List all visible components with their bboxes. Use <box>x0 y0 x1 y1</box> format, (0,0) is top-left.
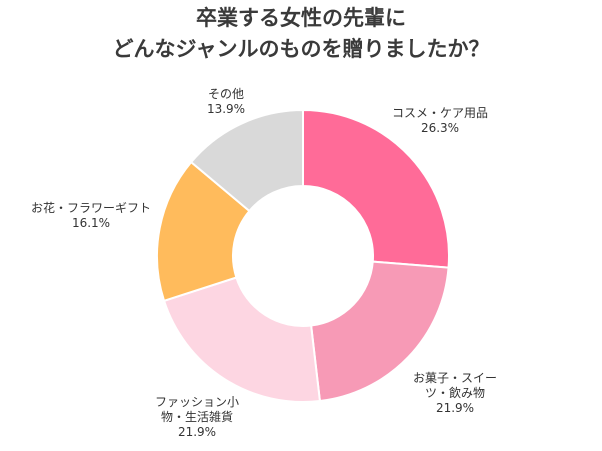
slice-value-label: 13.9% <box>206 102 246 116</box>
slice-label-flowers: お花・フラワーギフト 16.1% <box>24 201 158 231</box>
donut-slice-3 <box>162 276 322 403</box>
chart-title-line-2: どんなジャンルのものを贈りましたか？ <box>112 37 490 61</box>
slice-label-other: その他 13.9% <box>196 87 256 117</box>
slice-value-label: 21.9% <box>435 401 475 415</box>
slice-label-fashion: ファッション小 物・生活雑貨 21.9% <box>146 395 248 440</box>
slice-value-label: 16.1% <box>71 216 111 230</box>
donut-slice-2 <box>310 260 450 403</box>
slice-label-sweets: お菓子・スイー ツ・飲み物 21.9% <box>405 371 505 416</box>
slice-label-text: コスメ・ケア用品 <box>391 106 488 120</box>
slice-label-text-line-1: お菓子・スイー <box>412 371 497 385</box>
slice-label-text-line-2: 物・生活雑貨 <box>160 410 233 424</box>
slice-value-label: 26.3% <box>420 121 460 135</box>
slice-label-text: お花・フラワーギフト <box>30 201 151 215</box>
chart-title-line-1: 卒業する女性の先輩に <box>196 6 406 30</box>
slice-label-text-line-2: ツ・飲み物 <box>424 386 485 400</box>
slice-label-cosme: コスメ・ケア用品 26.3% <box>384 106 496 136</box>
slice-label-text-line-1: ファッション小 <box>154 395 239 409</box>
slice-label-text: その他 <box>207 87 244 101</box>
donut-slice-5 <box>189 108 304 213</box>
slice-value-label: 21.9% <box>177 425 217 439</box>
donut-slice-1 <box>302 108 450 269</box>
